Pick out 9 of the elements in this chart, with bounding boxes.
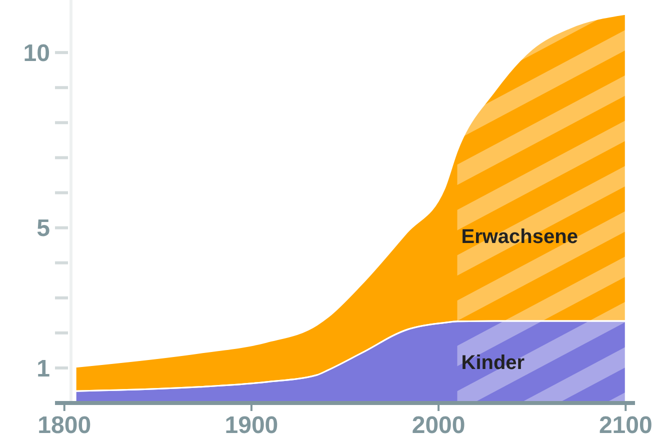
x-tick-label: 1800 (38, 412, 92, 439)
x-tick-label: 1900 (224, 412, 278, 439)
x-tick-label: 2100 (598, 412, 652, 439)
y-tick-label: 1 (36, 355, 50, 382)
series-label: Erwachsene (461, 226, 578, 248)
series-label: Kinder (461, 352, 525, 374)
x-tick-label: 2000 (412, 412, 466, 439)
y-tick-label: 10 (23, 40, 50, 67)
y-tick-label: 5 (36, 215, 50, 242)
